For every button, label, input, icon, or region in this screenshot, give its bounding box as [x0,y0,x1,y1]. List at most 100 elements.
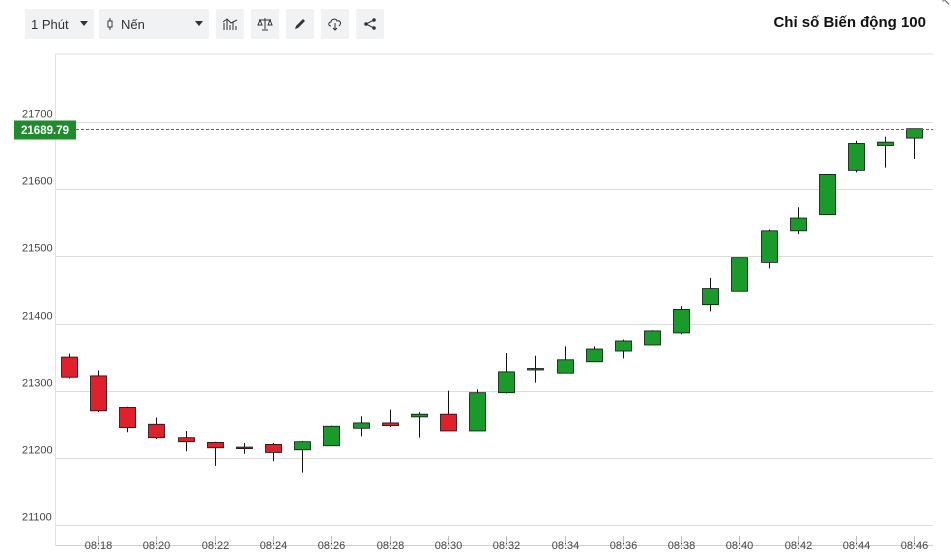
candle[interactable] [615,339,632,359]
candle[interactable] [148,417,165,440]
candle-body-up [411,413,428,418]
candle-body-down [236,446,253,449]
x-tick-label: 08:44 [843,540,871,552]
candle[interactable] [527,355,544,383]
candle-body-down [61,356,78,378]
candle-body-up [702,288,719,306]
candle[interactable] [119,406,136,433]
candle[interactable] [61,353,78,379]
y-tick-label: 21700 [22,109,53,121]
x-tick-label: 08:28 [377,540,405,552]
y-tick-label: 21200 [22,445,53,457]
download-icon [328,18,341,31]
interval-label: 1 Phút [31,16,69,32]
candle[interactable] [877,136,894,168]
candle-body-up [557,359,574,374]
candle[interactable] [848,140,865,173]
chevron-down-icon [80,21,88,26]
x-tick-label: 08:18 [85,540,113,552]
current-price-tag [14,120,76,140]
x-tick-label: 08:40 [726,540,754,552]
candle[interactable] [906,128,923,159]
candle[interactable] [265,443,282,462]
candle[interactable] [702,277,719,312]
x-tick-label: 08:46 [901,540,929,552]
interval-dropdown[interactable]: 1 Phút [25,9,94,39]
compare-button[interactable] [251,9,279,39]
download-button[interactable] [321,9,349,39]
candle-icon [107,18,113,30]
candle-body-up [673,308,690,334]
candle-body-up [586,348,603,363]
candle-body-down [148,423,165,439]
candle-body-down [265,443,282,453]
candle[interactable] [790,207,807,235]
compare-icon [257,18,273,31]
candle[interactable] [557,346,574,374]
candle-body-up [848,143,865,171]
candle[interactable] [498,353,515,394]
candle-body-up [469,392,486,432]
candle[interactable] [731,257,748,292]
candle-body-up [294,441,311,451]
candle[interactable] [673,306,690,335]
y-tick-label: 21400 [22,311,53,323]
candle[interactable] [440,390,457,432]
candle[interactable] [236,443,253,454]
candle[interactable] [323,425,340,447]
y-axis: 21100 21200 21300 21400 21500 21600 21700 [22,109,53,524]
candle[interactable] [353,416,370,437]
indicators-button[interactable] [216,9,244,39]
candle-body-up [906,128,923,139]
share-icon [364,18,376,30]
candle-body-up [323,425,340,447]
x-tick-label: 08:34 [552,540,580,552]
candles [61,128,923,473]
candle-body-up [498,371,515,394]
candle-body-down [207,441,224,449]
candle-body-up [790,217,807,232]
candle[interactable] [469,389,486,432]
candle[interactable] [761,229,778,269]
x-tick-label: 08:42 [785,540,813,552]
x-tick-label: 08:38 [668,540,696,552]
x-tick-label: 08:26 [318,540,346,552]
y-tick-label: 21100 [22,512,52,524]
x-tick-label: 08:22 [202,540,230,552]
cursor-icon: ↖ [940,0,951,8]
candle-body-down [382,422,399,426]
candle[interactable] [178,430,195,452]
candle-body-down [119,407,136,429]
chevron-down-icon [195,21,203,26]
candle[interactable] [586,346,603,363]
x-tick-label: 08:32 [493,540,521,552]
candle[interactable] [644,330,661,346]
x-tick-label: 08:20 [143,540,171,552]
candle-body-down [178,437,195,443]
x-tick-label: 08:30 [435,540,463,552]
candle-body-up [527,368,544,371]
candle[interactable] [207,441,224,466]
chart-type-label: Nến [121,16,145,32]
candle[interactable] [294,441,311,473]
candle-body-up [353,422,370,429]
candle[interactable] [90,370,107,413]
draw-button[interactable] [286,9,314,39]
x-tick-label: 08:36 [610,540,638,552]
candle[interactable] [411,412,428,438]
candle[interactable] [819,173,836,216]
indicators-icon [222,18,238,30]
y-tick-label: 21600 [22,176,53,188]
draw-icon [295,19,305,29]
candle-body-up [761,230,778,263]
grid [55,53,933,526]
share-button[interactable] [356,9,384,39]
candle-body-up [644,330,661,346]
chart-type-dropdown[interactable]: Nến [99,9,209,39]
candle-body-up [731,257,748,292]
candle[interactable] [382,409,399,427]
price-line: 21689.79 [14,120,933,140]
chart-title: Chỉ số Biến động 100 [773,14,926,31]
candle-body-up [819,173,836,216]
